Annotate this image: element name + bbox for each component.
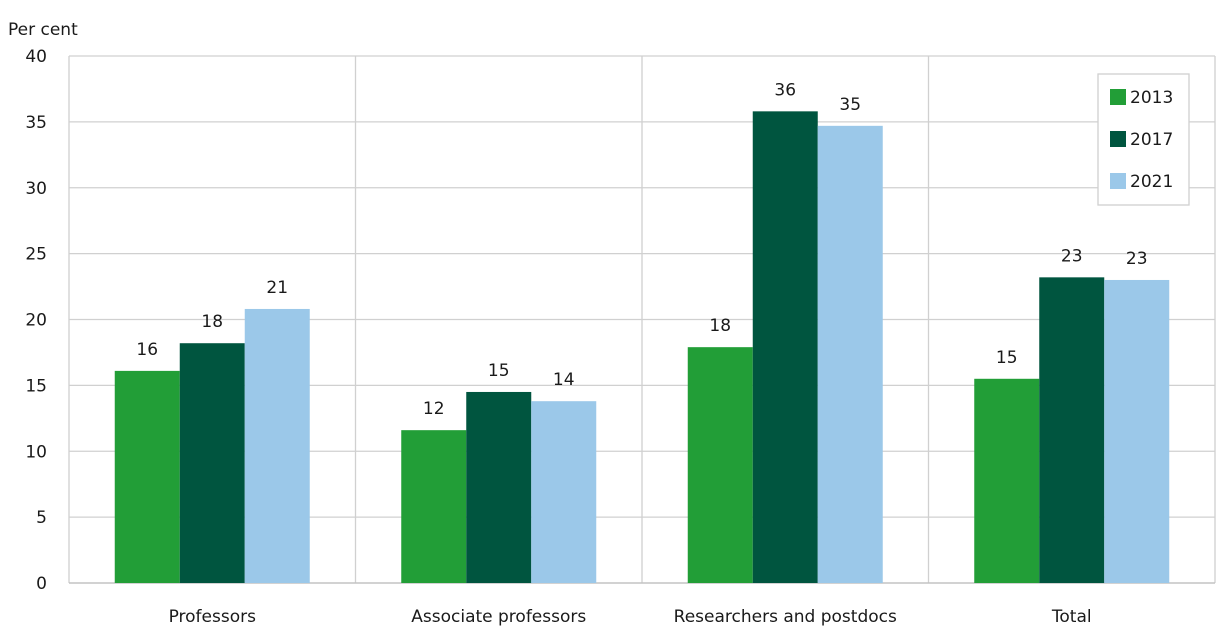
y-axis-ticks: 0 5 10 15 20 25 30 35 40	[25, 47, 47, 594]
data-label: 23	[1061, 246, 1083, 266]
y-tick-label: 10	[25, 442, 47, 462]
bar-2017	[752, 111, 818, 584]
category-label: Professors	[169, 607, 257, 627]
data-label: 35	[839, 95, 861, 115]
y-tick-label: 40	[25, 47, 47, 67]
bar-2021	[1104, 279, 1170, 583]
legend-swatch	[1110, 89, 1126, 105]
data-label: 16	[136, 340, 158, 360]
data-label: 18	[709, 316, 731, 336]
bar-2017	[179, 343, 245, 583]
data-label: 15	[488, 361, 510, 381]
bar-2017	[1039, 277, 1105, 583]
bars	[114, 111, 1170, 584]
data-labels: 16 18 21 12 15 14 18 36 35 15 23 23	[136, 80, 1147, 419]
y-axis-title: Per cent	[8, 20, 78, 40]
bar-2013	[401, 430, 467, 583]
legend-label: 2021	[1130, 172, 1173, 192]
bar-2013	[687, 347, 753, 583]
category-labels: Professors Associate professors Researcher…	[169, 607, 1092, 627]
data-label: 36	[774, 80, 796, 100]
bar-2021	[244, 308, 310, 583]
legend-label: 2017	[1130, 130, 1173, 150]
category-label: Associate professors	[411, 607, 586, 627]
y-tick-label: 25	[25, 245, 47, 265]
legend-label: 2013	[1130, 88, 1173, 108]
y-tick-label: 5	[36, 508, 47, 528]
bar-2013	[114, 370, 180, 583]
data-label: 18	[201, 312, 223, 332]
category-label: Researchers and postdocs	[674, 607, 897, 627]
y-tick-label: 30	[25, 179, 47, 199]
bar-2017	[466, 391, 532, 583]
data-label: 14	[553, 370, 575, 390]
legend-swatch	[1110, 173, 1126, 189]
data-label: 23	[1126, 249, 1148, 269]
legend-swatch	[1110, 131, 1126, 147]
legend: 2013 2017 2021	[1097, 73, 1190, 206]
bar-2021	[817, 125, 883, 583]
bar-2013	[974, 378, 1040, 583]
data-label: 15	[996, 348, 1018, 368]
y-tick-label: 15	[25, 376, 47, 396]
data-label: 21	[266, 278, 288, 298]
category-label: Total	[1051, 607, 1092, 627]
data-label: 12	[423, 399, 445, 419]
y-tick-label: 20	[25, 311, 47, 331]
y-tick-label: 35	[25, 113, 47, 133]
y-tick-label: 0	[36, 574, 47, 594]
bar-2021	[531, 401, 597, 583]
